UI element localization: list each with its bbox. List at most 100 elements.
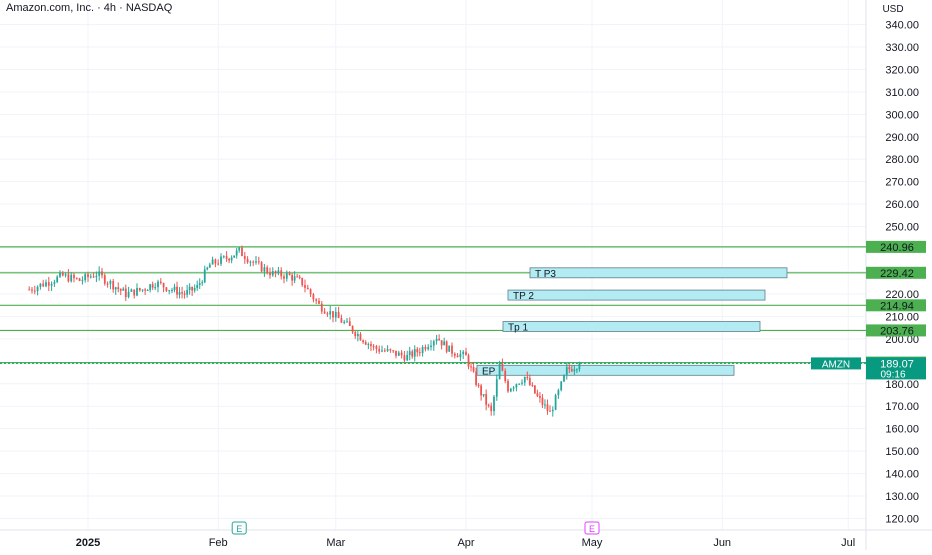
candle-body — [78, 278, 81, 281]
candle-body — [427, 347, 430, 350]
candle-body — [246, 259, 249, 263]
target-zone-box[interactable] — [502, 321, 761, 332]
price-tick-label: 200.00 — [885, 334, 919, 346]
candle-body — [151, 284, 154, 288]
candle-body — [523, 376, 526, 383]
candle-body — [301, 277, 304, 286]
price-tick-label: 130.00 — [885, 491, 919, 503]
candle-body — [549, 410, 551, 412]
candle-body — [578, 363, 581, 370]
price-tick-label: 260.00 — [885, 199, 919, 211]
candle-body — [557, 390, 560, 396]
candle-body — [485, 394, 488, 405]
time-tick-label: 2025 — [76, 537, 100, 549]
candle-body — [157, 281, 159, 288]
currency-label: USD — [882, 4, 903, 15]
candle-body — [235, 250, 238, 256]
candle-body — [178, 292, 181, 295]
candle-body — [291, 275, 294, 281]
candle-body — [269, 272, 271, 276]
candle-body — [356, 334, 359, 337]
candle-body — [106, 283, 109, 285]
candle-body — [89, 276, 92, 278]
candle-body — [395, 350, 397, 356]
symbol-tag — [811, 357, 861, 370]
candle-body — [443, 341, 446, 346]
target-zone: EP — [476, 364, 735, 377]
price-tick-label: 310.00 — [885, 87, 919, 99]
candle-body — [533, 385, 536, 394]
candle-body — [75, 278, 78, 280]
candle-body — [109, 280, 112, 284]
candle-body — [462, 351, 465, 355]
candle-body — [451, 345, 453, 354]
candle-body — [87, 274, 89, 278]
candle-body — [386, 349, 389, 351]
candle-body — [440, 340, 443, 346]
candle-body — [144, 289, 147, 291]
candle-body — [354, 332, 357, 337]
symbol-tag-label: AMZN — [822, 359, 850, 370]
earnings-marker-box[interactable] — [231, 521, 247, 535]
candle-body — [504, 370, 507, 382]
target-zone-box[interactable] — [507, 289, 766, 301]
candle-body — [546, 404, 549, 411]
price-tick-label: 210.00 — [885, 311, 919, 323]
candle-body — [136, 287, 138, 296]
candle-body — [288, 273, 291, 276]
price-tick-label: 330.00 — [885, 42, 919, 54]
candle-body — [573, 369, 576, 372]
candle-body — [518, 383, 521, 385]
candle-body — [563, 375, 565, 382]
candle-body — [375, 346, 378, 349]
target-zone: T P3 — [529, 267, 788, 280]
candle-body — [480, 385, 483, 396]
candle-body — [249, 261, 252, 263]
price-tick-label: 140.00 — [885, 469, 919, 481]
candle-body — [95, 275, 98, 278]
target-zone-label: EP — [482, 366, 496, 377]
candle-body — [168, 290, 171, 292]
earnings-event-marker[interactable]: E — [584, 521, 600, 535]
candle-body — [33, 290, 36, 292]
price-tick-label: 160.00 — [885, 424, 919, 436]
candle-body — [487, 404, 490, 406]
candle-body — [411, 351, 414, 357]
candle-body — [565, 367, 568, 376]
candle-body — [430, 345, 432, 348]
candle-body — [159, 281, 162, 284]
target-zone-box[interactable] — [476, 364, 735, 376]
candle-body — [467, 355, 470, 367]
candle-body — [67, 274, 70, 282]
price-tick-label: 120.00 — [885, 514, 919, 526]
time-tick-label: Feb — [209, 537, 228, 549]
candle-body — [201, 282, 204, 284]
candle-body — [309, 289, 312, 295]
target-zone-box[interactable] — [529, 267, 788, 279]
candle-body — [127, 291, 130, 298]
earnings-marker-box[interactable] — [584, 521, 600, 535]
candle-body — [70, 274, 73, 282]
candle-body — [53, 282, 56, 284]
candle-body — [560, 381, 563, 391]
candle-body — [225, 256, 228, 259]
candle-body — [206, 267, 209, 270]
candle-body — [146, 290, 149, 292]
level-price-label: 240.96 — [880, 242, 914, 254]
candle-body — [490, 405, 493, 412]
candle-body — [208, 264, 211, 268]
candle-body — [98, 271, 101, 276]
candle-body — [64, 274, 67, 276]
candle-body — [283, 276, 285, 279]
price-tick-label: 280.00 — [885, 154, 919, 166]
earnings-event-marker[interactable]: E — [231, 521, 247, 535]
candle-body — [351, 326, 354, 333]
candle-body — [181, 292, 183, 294]
candle-body — [521, 382, 523, 384]
candle-body — [277, 270, 280, 274]
candle-body — [501, 364, 504, 371]
candle-body — [416, 349, 419, 353]
current-price-badge — [866, 357, 926, 380]
